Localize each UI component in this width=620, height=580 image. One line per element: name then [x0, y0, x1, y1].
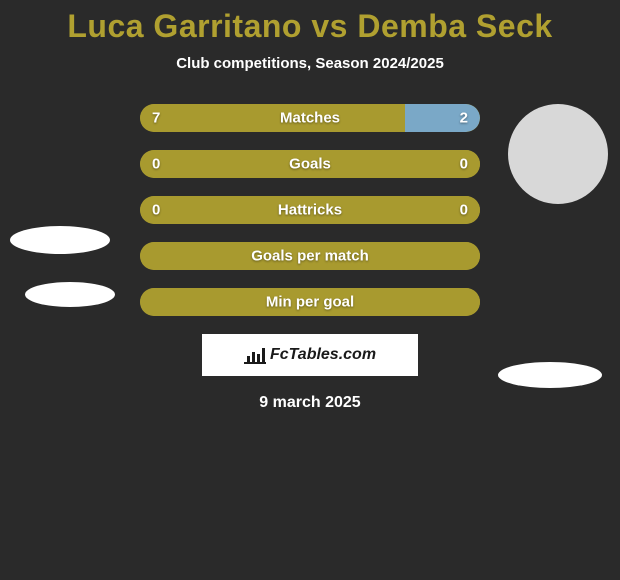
- bar-value-right: 0: [460, 202, 468, 219]
- stat-bar: Goals0 0: [140, 150, 480, 178]
- ellipse-left-1: [10, 226, 110, 254]
- bar-value-right: 0: [460, 156, 468, 173]
- bar-label: Goals: [140, 156, 480, 173]
- page-title: Luca Garritano vs Demba Seck: [0, 0, 620, 45]
- bar-label: Matches: [140, 110, 480, 127]
- watermark: FcTables.com: [244, 346, 376, 364]
- avatar-right: [508, 104, 608, 204]
- stat-bar: Hattricks0 0: [140, 196, 480, 224]
- bar-value-left: 7: [152, 110, 160, 127]
- ellipse-left-2: [25, 282, 115, 307]
- stat-bar: Matches7 2: [140, 104, 480, 132]
- watermark-box: FcTables.com: [202, 334, 418, 376]
- subtitle: Club competitions, Season 2024/2025: [0, 55, 620, 72]
- watermark-text: FcTables.com: [270, 346, 376, 364]
- date-line: 9 march 2025: [0, 394, 620, 412]
- comparison-area: Matches72Goals00Hattricks00Goals per mat…: [0, 104, 620, 316]
- ellipse-right-1: [498, 362, 602, 388]
- bar-value-left: 0: [152, 156, 160, 173]
- bar-label: Min per goal: [140, 294, 480, 311]
- bar-value-right: 2: [460, 110, 468, 127]
- stat-bar: Goals per match: [140, 242, 480, 270]
- bar-label: Goals per match: [140, 248, 480, 265]
- chart-icon: [244, 346, 266, 364]
- bar-value-left: 0: [152, 202, 160, 219]
- bar-label: Hattricks: [140, 202, 480, 219]
- stat-bar: Min per goal: [140, 288, 480, 316]
